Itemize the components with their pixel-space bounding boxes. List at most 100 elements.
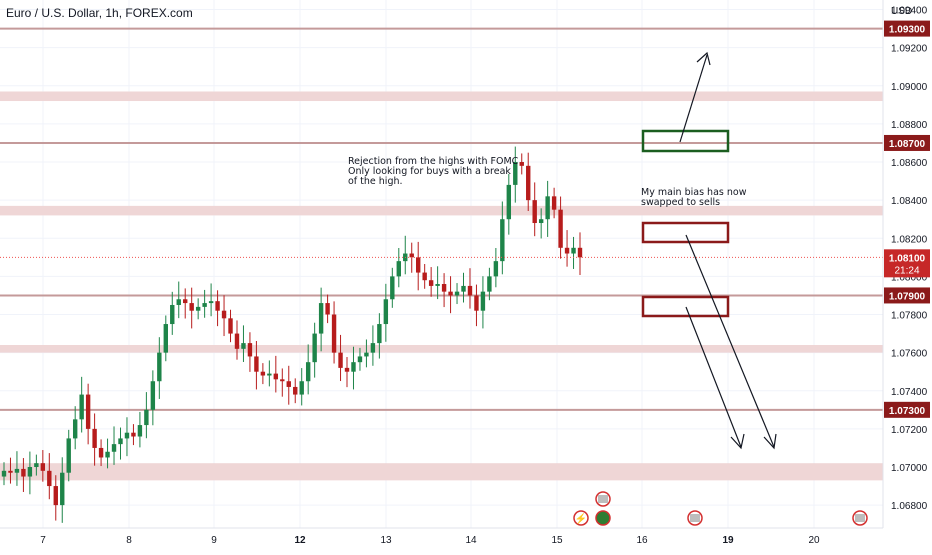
x-tick-label: 8 <box>126 535 132 546</box>
candle-body <box>202 303 207 307</box>
x-tick-label: 12 <box>294 535 306 546</box>
candle-body <box>215 301 220 311</box>
fomc-annotation[interactable]: Rejection from the highs with FOMC Only … <box>348 156 519 187</box>
candle-body <box>280 379 285 382</box>
candle-body <box>519 162 524 166</box>
x-tick-label: 13 <box>380 535 392 546</box>
candle-body <box>189 303 194 311</box>
y-tick-label: 1.08000 <box>891 272 928 283</box>
candle-body <box>98 447 104 458</box>
flash-glyph-icon: ⚡ <box>575 512 587 525</box>
candle-body <box>370 343 376 353</box>
bearish-arrow-2[interactable] <box>685 306 742 448</box>
price-tag-level-4[interactable] <box>884 401 930 418</box>
candle-body <box>409 253 414 258</box>
bullish-arrow[interactable] <box>679 54 708 143</box>
y-tick-label: 1.07800 <box>891 311 928 322</box>
y-tick-label: 1.06800 <box>891 501 928 512</box>
candle-body <box>131 432 136 437</box>
countdown-text: 21:24 <box>894 265 919 276</box>
bias-annotation[interactable]: My main bias has now swapped to sells <box>641 187 747 208</box>
y-tick-label: 1.09200 <box>891 44 928 55</box>
us-flag-stripes-icon-2 <box>690 514 700 522</box>
candle-body <box>331 314 337 353</box>
supply-demand-zone[interactable] <box>0 345 883 353</box>
earnings-event-icon[interactable] <box>595 510 611 526</box>
candle-body <box>1 470 7 477</box>
y-tick-label: 1.07000 <box>891 463 928 474</box>
current-price-tag[interactable] <box>884 249 930 278</box>
candle-body <box>241 343 246 349</box>
candle-body <box>571 247 576 254</box>
candle-body <box>111 444 117 452</box>
candle-body <box>124 432 130 439</box>
candle-body <box>228 318 233 334</box>
candle-body <box>448 291 453 296</box>
candle-body <box>467 285 473 296</box>
candle-body <box>176 299 181 305</box>
candle-body <box>551 196 557 210</box>
x-tick-label: 16 <box>636 535 648 546</box>
candle-body <box>396 261 401 277</box>
y-tick-label: 1.07600 <box>891 349 928 360</box>
candle-body <box>383 299 389 325</box>
us-flag-stripes-icon <box>598 495 608 503</box>
supply-demand-zone[interactable] <box>0 205 883 216</box>
price-axis-currency: USD <box>891 6 912 17</box>
current-price-text: 1.08100 <box>889 253 926 264</box>
candle-body <box>157 352 162 382</box>
candle-body <box>85 394 91 429</box>
candle-body <box>137 425 143 437</box>
candle-body <box>318 303 324 334</box>
sell-zone-box-lower[interactable] <box>641 295 730 318</box>
candle-body <box>351 362 356 372</box>
candle-body <box>526 165 531 201</box>
candle-body <box>254 356 259 372</box>
candle-body <box>564 247 570 254</box>
candle-body <box>357 356 363 363</box>
chart-title: Euro / U.S. Dollar, 1h, FOREX.com <box>6 6 193 20</box>
candle-body <box>234 333 240 349</box>
candle-body <box>247 343 253 357</box>
x-tick-label: 19 <box>722 535 734 546</box>
supply-demand-zone[interactable] <box>0 91 883 102</box>
price-tag-text: 1.07300 <box>889 406 926 417</box>
flash-event-icon[interactable] <box>573 510 589 526</box>
candle-body <box>422 272 427 281</box>
y-tick-label: 1.08800 <box>891 120 928 131</box>
bullish-arrowhead-icon <box>696 51 711 66</box>
candle-body <box>170 304 175 325</box>
bearish-arrow-1[interactable] <box>685 234 775 448</box>
candle-body <box>416 257 421 273</box>
y-tick-label: 1.09000 <box>891 82 928 93</box>
candle-body <box>480 291 486 311</box>
candle-body <box>79 394 84 420</box>
candle-body <box>461 285 466 292</box>
candle-body <box>325 303 330 315</box>
candle-body <box>506 184 512 220</box>
candle-body <box>286 381 291 387</box>
candle-body <box>118 438 123 445</box>
candle-body <box>53 486 58 506</box>
candle-body <box>513 162 518 185</box>
candle-body <box>183 299 188 304</box>
price-tag-level-3[interactable] <box>884 287 930 304</box>
candle-body <box>260 371 266 376</box>
y-tick-label: 1.07400 <box>891 387 928 398</box>
buy-zone-box[interactable] <box>641 129 730 153</box>
candle-body <box>441 284 447 292</box>
supply-demand-zone[interactable] <box>0 463 883 481</box>
sell-zone-box-upper[interactable] <box>641 221 730 244</box>
candle-body <box>364 352 369 357</box>
x-tick-label: 7 <box>40 535 46 546</box>
price-tag-level-1[interactable] <box>884 20 930 37</box>
candle-body <box>493 261 499 277</box>
x-tick-label: 15 <box>551 535 563 546</box>
x-tick-label: 20 <box>808 535 820 546</box>
candle-body <box>377 324 382 344</box>
candle-body <box>299 381 304 395</box>
candle-body <box>390 276 395 300</box>
price-tag-level-2[interactable] <box>884 134 930 151</box>
